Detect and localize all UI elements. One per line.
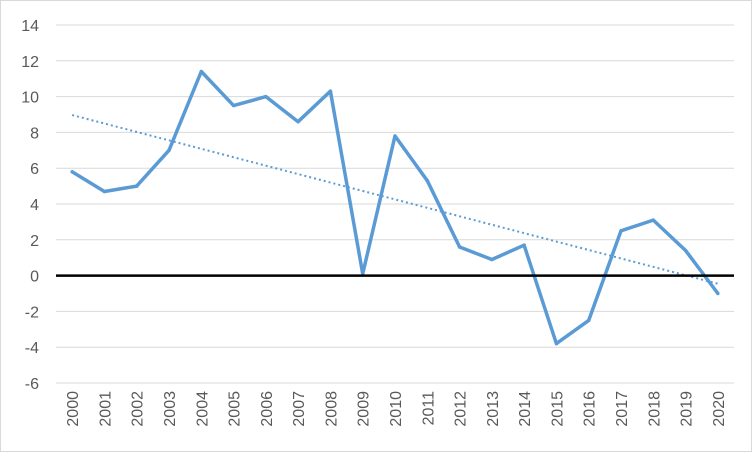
- y-tick-label: 8: [30, 125, 39, 142]
- y-tick-label: -2: [25, 304, 39, 321]
- x-tick-label: 2020: [711, 391, 728, 427]
- y-tick-label: 12: [21, 54, 39, 71]
- data-point: [167, 148, 171, 153]
- x-tick-label: 2005: [227, 391, 244, 427]
- x-tick-label: 2010: [388, 391, 405, 427]
- x-tick-label: 2016: [582, 391, 599, 427]
- y-tick-label: -4: [25, 340, 39, 357]
- y-tick-label: 0: [30, 269, 39, 286]
- x-tick-label: 2002: [130, 391, 147, 427]
- y-tick-label: 2: [30, 233, 39, 250]
- data-point: [199, 69, 204, 74]
- y-tick-label: 4: [30, 197, 39, 214]
- x-tick-label: 2012: [453, 391, 470, 427]
- y-tick-label: 14: [21, 18, 39, 35]
- x-tick-label: 2015: [549, 391, 566, 427]
- y-tick-label: -6: [25, 376, 39, 393]
- x-tick-label: 2008: [323, 391, 340, 427]
- x-tick-label: 2009: [356, 391, 373, 427]
- data-point: [490, 257, 494, 262]
- x-tick-label: 2017: [614, 391, 631, 427]
- data-point: [264, 94, 268, 99]
- x-tick-label: 2019: [679, 391, 696, 427]
- x-tick-label: 2014: [517, 391, 534, 427]
- x-tick-label: 2000: [65, 391, 82, 427]
- data-point: [296, 119, 300, 124]
- data-point: [102, 189, 107, 194]
- data-point: [619, 229, 623, 233]
- data-point: [522, 243, 526, 247]
- x-tick-label: 2006: [259, 391, 276, 427]
- data-point: [651, 218, 656, 222]
- data-point: [425, 178, 430, 183]
- data-point: [328, 89, 333, 93]
- data-point: [393, 134, 397, 138]
- data-point: [70, 170, 74, 174]
- x-tick-label: 2018: [646, 391, 663, 427]
- gridlines: [56, 24, 734, 384]
- y-axis-tick-labels: -6 -4 -2 0 2 4 6 8 10 12 14: [21, 18, 39, 393]
- x-tick-label: 2011: [420, 391, 437, 426]
- series-line: [71, 69, 720, 346]
- x-tick-label: 2007: [291, 391, 308, 427]
- data-point: [457, 245, 462, 249]
- x-axis-tick-labels: 2000 2001 2002 2003 2004 2005 2006 2007 2008 2009…: [65, 391, 728, 427]
- x-tick-label: 2013: [485, 391, 502, 427]
- data-point: [586, 318, 591, 323]
- series-layer: [56, 69, 734, 346]
- x-tick-label: 2001: [97, 391, 114, 427]
- data-point: [554, 341, 559, 346]
- x-tick-label: 2003: [162, 391, 179, 427]
- y-tick-label: 10: [21, 90, 39, 107]
- x-tick-label: 2004: [194, 391, 211, 427]
- data-point: [716, 291, 720, 296]
- y-tick-label: 6: [30, 161, 39, 178]
- data-point: [134, 184, 139, 188]
- data-point: [231, 103, 236, 108]
- data-point: [683, 248, 688, 253]
